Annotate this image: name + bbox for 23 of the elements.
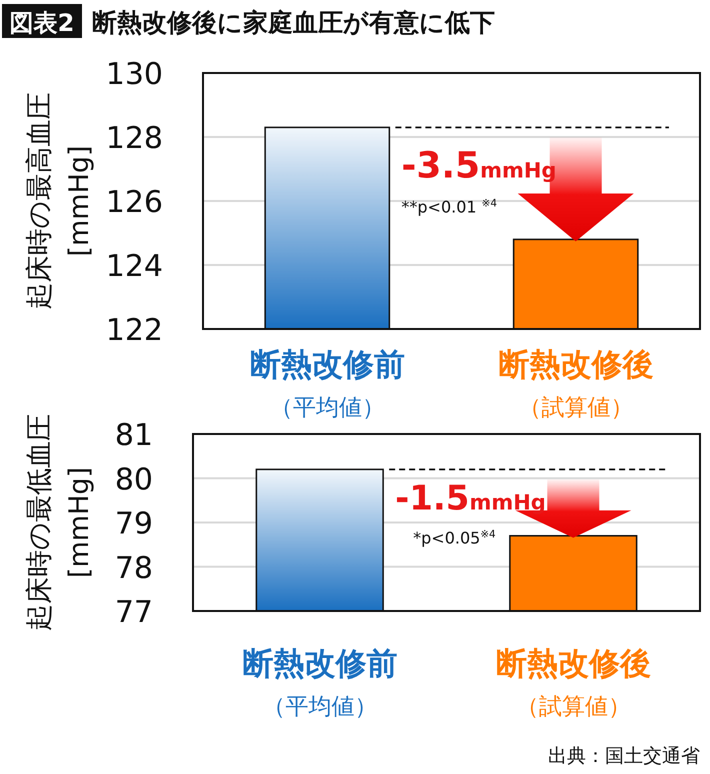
annotation: -3.5mmHg	[401, 145, 556, 186]
y-axis-title: 起床時の最高血圧 [mmHg]	[24, 92, 95, 310]
y-tick-label: 80	[114, 462, 153, 498]
x-tick-label: 断熱改修前（平均値）	[242, 646, 398, 720]
y-tick-label: 130	[106, 57, 163, 92]
annotation: -1.5mmHg	[395, 478, 546, 518]
y-tick-label: 81	[114, 418, 153, 453]
x-tick-label: 断熱改修後（試算値）	[496, 646, 651, 720]
y-tick-label: 124	[106, 249, 163, 284]
chart-subtitle: 断熱改修後に家庭血圧が有意に低下	[92, 8, 495, 37]
y-tick-label: 126	[106, 185, 163, 220]
y-tick-label: 122	[106, 313, 163, 348]
y-tick-label: 78	[114, 550, 153, 586]
x-tick-label: 断熱改修後（試算値）	[498, 347, 654, 421]
annotation: *p<0.05$^{※4}$	[413, 528, 496, 548]
y-tick-label: 128	[106, 121, 163, 156]
y-tick-label: 79	[114, 506, 153, 542]
x-tick-label: 断熱改修前（平均値）	[250, 347, 405, 421]
text: 図表2	[10, 9, 74, 37]
annotation: **p<0.01 $^{※4}$	[401, 197, 498, 216]
y-axis-title: 起床時の最低血圧 [mmHg]	[24, 414, 95, 631]
y-tick-label: 77	[114, 595, 153, 630]
source-note: 出典：国土交通省	[548, 745, 700, 767]
